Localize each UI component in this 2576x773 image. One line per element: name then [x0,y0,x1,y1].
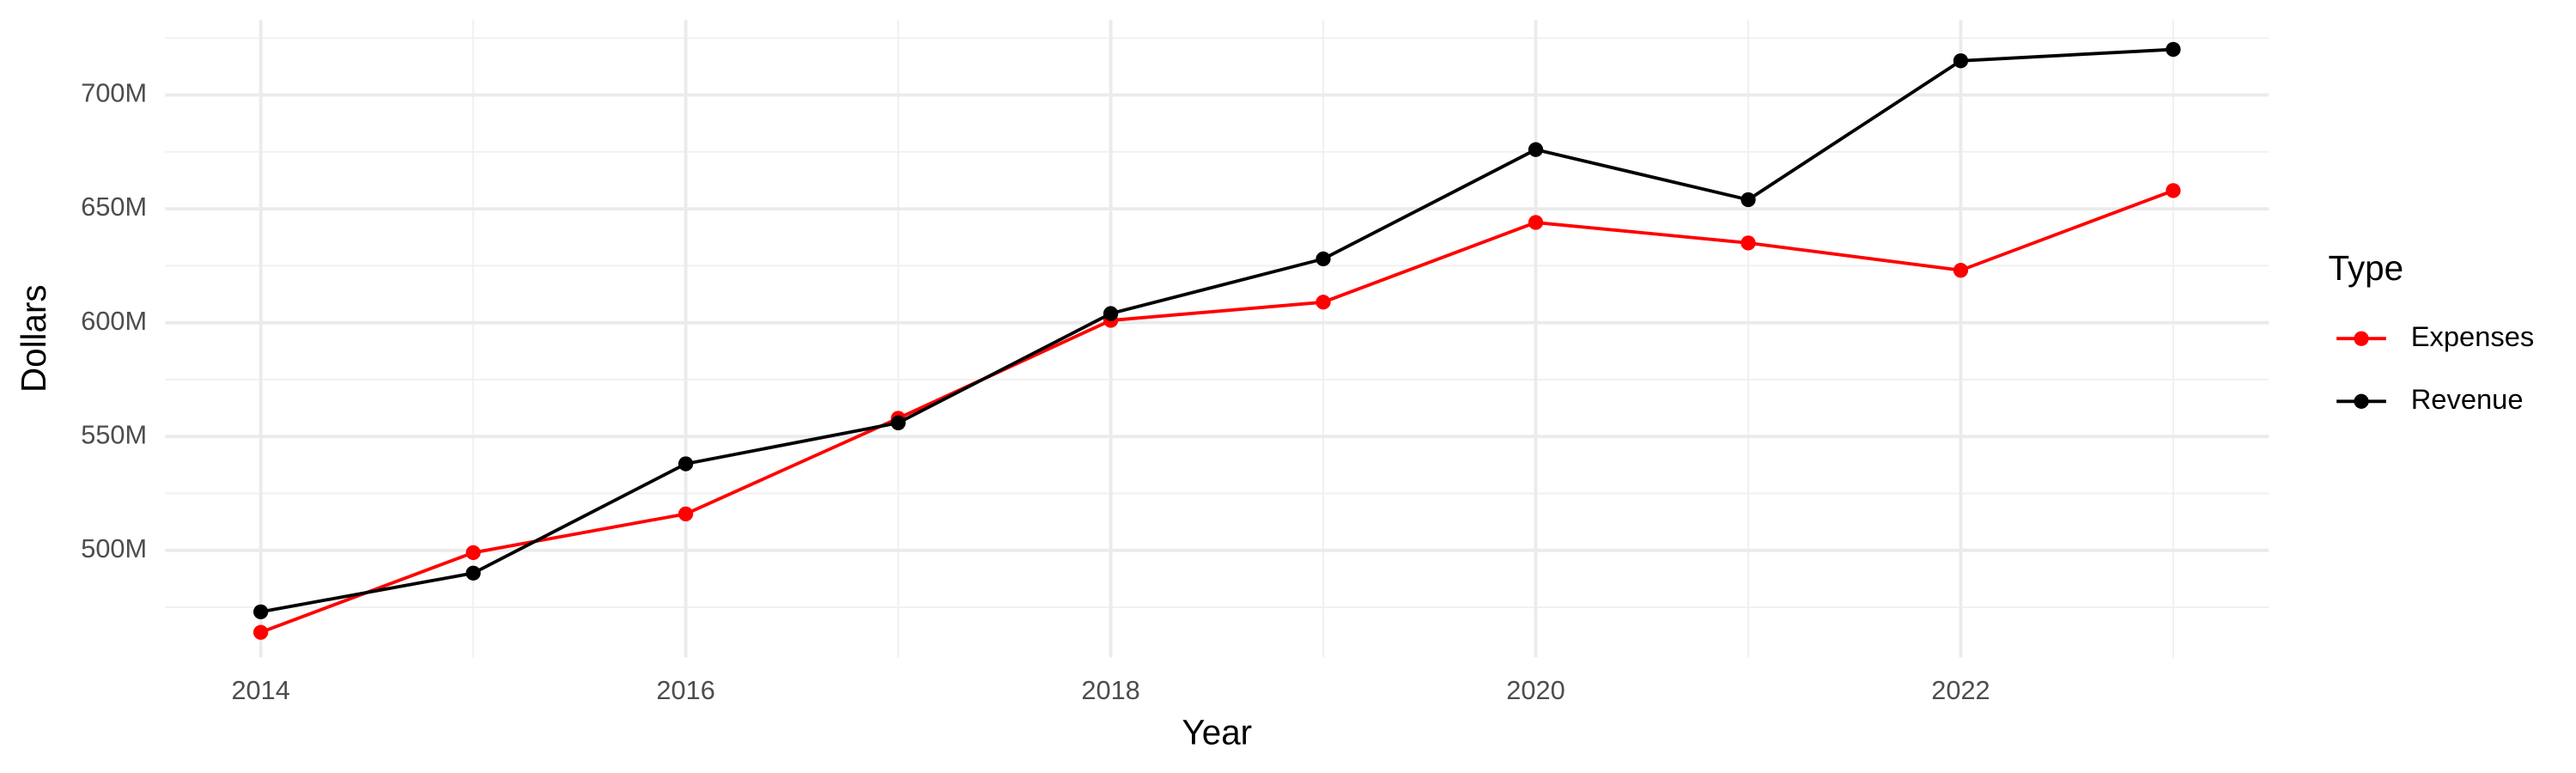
legend-marker [2354,393,2369,409]
x-tick-label: 2016 [656,675,714,705]
x-tick-label: 2020 [1506,675,1564,705]
legend-label: Expenses [2411,320,2535,352]
data-point [1528,142,1544,157]
y-tick-label: 650M [81,192,147,222]
data-point [465,545,481,561]
series-line [260,47,2174,614]
data-point [253,624,269,640]
data-point [1315,251,1331,267]
y-tick-label: 550M [81,419,147,449]
data-point [1741,192,1756,208]
y-tick-label: 500M [81,533,147,563]
data-point [465,565,481,581]
data-point [1741,235,1756,251]
data-point [2166,41,2181,58]
data-point [677,456,694,472]
y-tick-label: 700M [81,78,147,108]
y-axis-title: Dollars [14,284,53,393]
x-tick-label: 2022 [1931,675,1990,705]
data-point [2166,183,2181,198]
legend-marker [2354,331,2369,346]
x-tick-label: 2018 [1081,675,1139,705]
data-point [1528,215,1544,230]
legend-title: Type [2329,248,2404,288]
x-axis-title: Year [1182,712,1253,752]
data-point [1103,306,1119,321]
data-point [677,506,694,522]
x-tick-label: 2014 [231,675,289,705]
data-point [1953,53,1969,69]
y-tick-label: 600M [81,306,147,336]
data-point [1953,263,1969,278]
legend-label: Revenue [2411,383,2524,415]
data-point [890,415,906,430]
data-point [1315,295,1331,310]
series-line [259,189,2174,635]
data-point [253,604,269,620]
